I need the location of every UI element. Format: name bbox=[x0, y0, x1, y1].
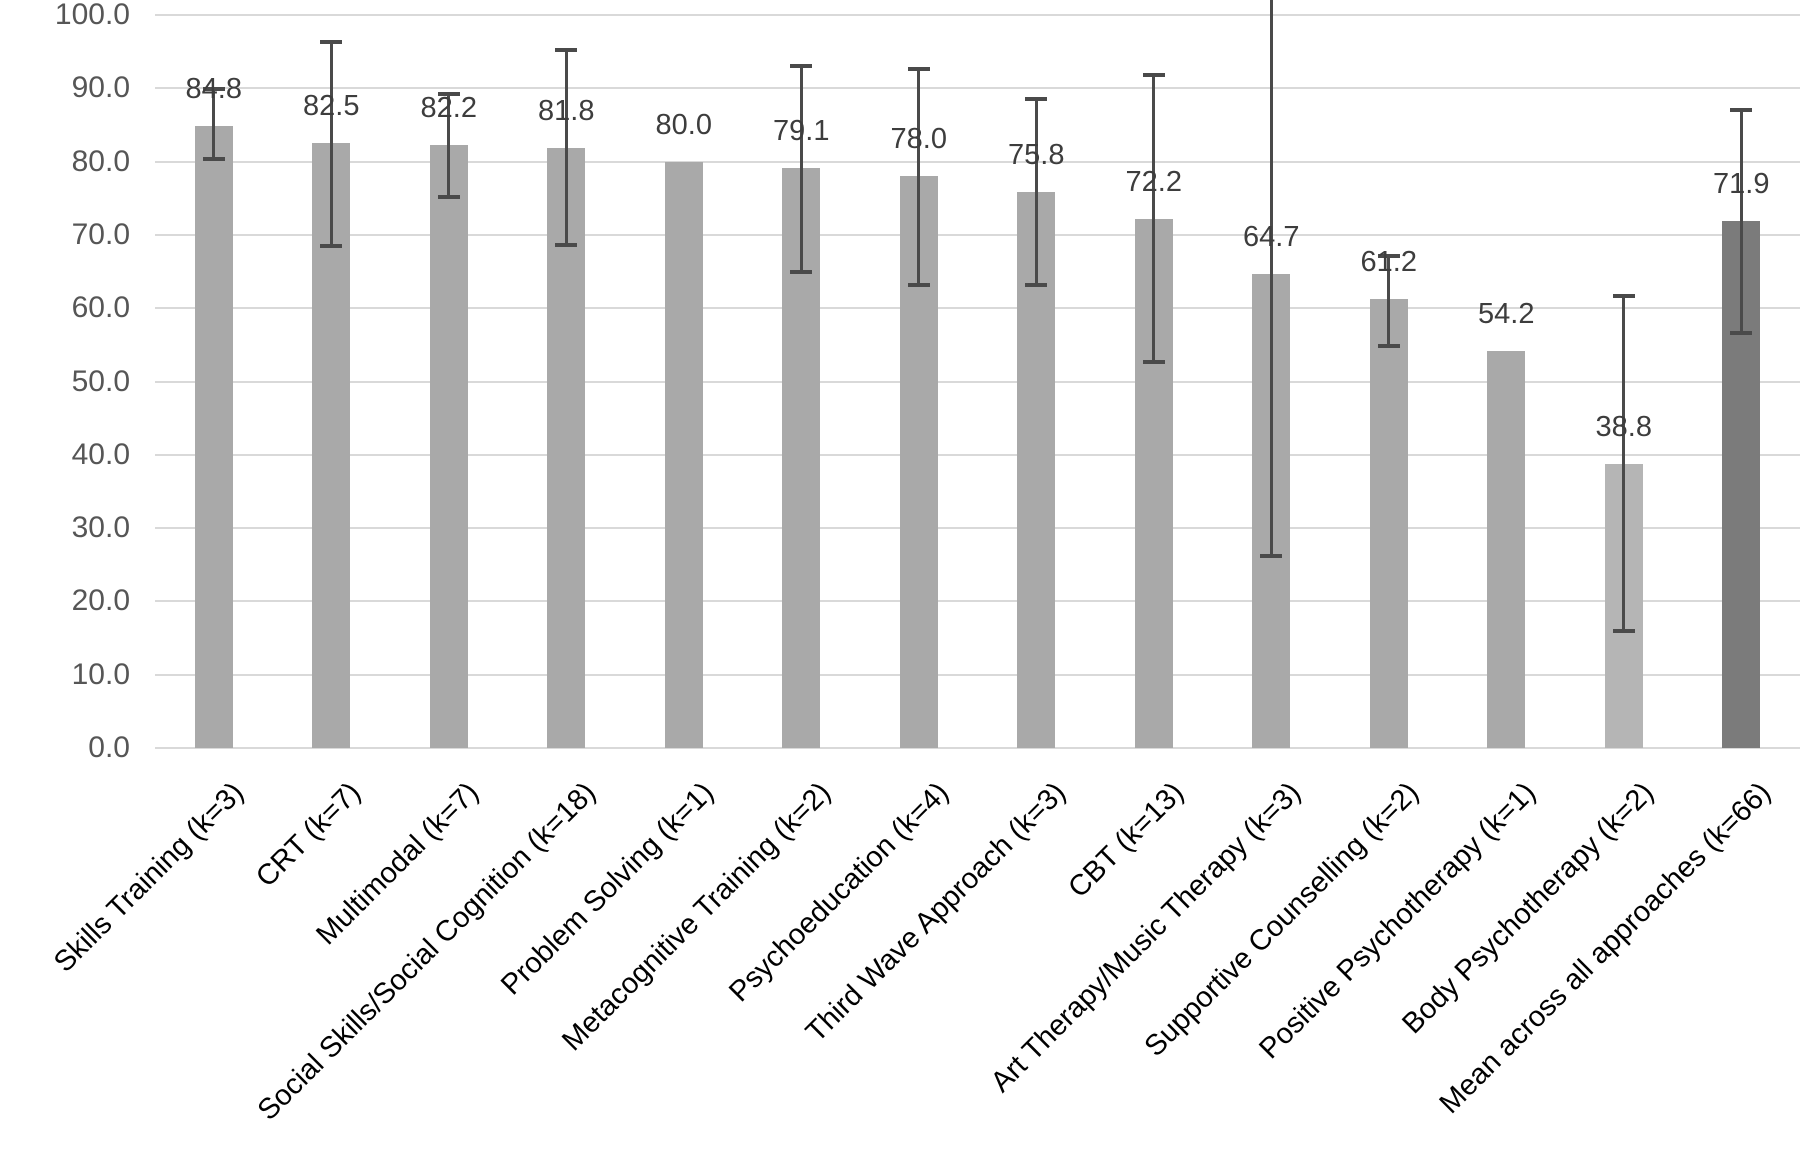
error-bar-cap-top bbox=[907, 66, 930, 71]
error-bar-cap-bottom bbox=[1260, 553, 1283, 558]
bar bbox=[1369, 299, 1408, 748]
bar-value-label: 38.8 bbox=[1595, 410, 1652, 443]
bar-value-label: 80.0 bbox=[655, 108, 712, 141]
error-bar-line bbox=[917, 67, 921, 287]
error-bar-cap-bottom bbox=[907, 283, 930, 288]
error-bar-line bbox=[1622, 295, 1626, 633]
bar bbox=[194, 126, 233, 748]
y-axis-tick-label: 40.0 bbox=[71, 437, 130, 471]
error-bar-cap-top bbox=[790, 63, 813, 68]
error-bar-cap-bottom bbox=[1142, 360, 1165, 365]
y-axis-tick-label: 20.0 bbox=[71, 584, 130, 618]
bar-value-label: 75.8 bbox=[1008, 139, 1065, 172]
y-axis-tick-label: 70.0 bbox=[71, 217, 130, 251]
y-axis-tick-label: 0.0 bbox=[88, 731, 130, 764]
gridline bbox=[155, 14, 1800, 16]
gridline bbox=[155, 600, 1800, 603]
error-bar-cap-bottom bbox=[320, 244, 343, 249]
error-bar-cap-top bbox=[202, 87, 225, 92]
bar-value-label: 61.2 bbox=[1360, 246, 1417, 279]
bar-value-label: 54.2 bbox=[1478, 297, 1535, 330]
error-bar-cap-bottom bbox=[1025, 283, 1048, 288]
bar-value-label: 72.2 bbox=[1125, 165, 1182, 198]
gridline bbox=[155, 747, 1800, 749]
y-axis-tick-label: 30.0 bbox=[71, 511, 130, 545]
y-axis-tick-label: 50.0 bbox=[71, 364, 130, 398]
gridline bbox=[155, 87, 1800, 90]
error-bar-cap-top bbox=[1142, 72, 1165, 77]
bar-value-label: 64.7 bbox=[1243, 220, 1300, 253]
error-bar-cap-bottom bbox=[790, 270, 813, 275]
error-bar-line bbox=[1387, 254, 1391, 348]
error-bar-line bbox=[799, 64, 803, 274]
y-axis-tick-label: 80.0 bbox=[71, 144, 130, 178]
error-bar-cap-bottom bbox=[437, 194, 460, 199]
error-bar-cap-bottom bbox=[1377, 344, 1400, 349]
error-bar-cap-top bbox=[1377, 253, 1400, 258]
bar-value-label: 79.1 bbox=[773, 115, 830, 148]
bar-value-label: 82.2 bbox=[420, 92, 477, 125]
error-bar-line bbox=[212, 88, 216, 161]
error-bar-cap-bottom bbox=[1612, 629, 1635, 634]
bar bbox=[664, 161, 703, 748]
y-axis-tick-label: 60.0 bbox=[71, 291, 130, 325]
gridline bbox=[155, 453, 1800, 456]
bar bbox=[429, 145, 468, 748]
gridline bbox=[155, 527, 1800, 530]
error-bar-line bbox=[1269, 0, 1273, 557]
bar-value-label: 82.5 bbox=[303, 90, 360, 123]
error-bar-line bbox=[329, 40, 333, 248]
bar bbox=[1487, 350, 1526, 748]
y-axis-tick-label: 90.0 bbox=[71, 71, 130, 105]
error-bar-line bbox=[1739, 108, 1743, 334]
gridline bbox=[155, 160, 1800, 163]
error-bar-line bbox=[564, 49, 568, 246]
gridline bbox=[155, 673, 1800, 676]
error-bar-cap-top bbox=[437, 91, 460, 96]
error-bar-cap-bottom bbox=[555, 242, 578, 247]
error-bar-line bbox=[1152, 73, 1156, 364]
gridline bbox=[155, 380, 1800, 383]
error-bar-line bbox=[1034, 97, 1038, 287]
gridline bbox=[155, 233, 1800, 236]
error-bar-cap-top bbox=[1612, 294, 1635, 298]
bar-value-label: 71.9 bbox=[1713, 167, 1770, 200]
gridline bbox=[155, 307, 1800, 310]
error-bar-cap-bottom bbox=[202, 157, 225, 162]
bar-value-label: 84.8 bbox=[185, 73, 242, 106]
bar-value-label: 81.8 bbox=[538, 95, 595, 128]
error-bar-cap-top bbox=[320, 39, 343, 44]
bar bbox=[547, 148, 586, 748]
y-axis-tick-label: 10.0 bbox=[71, 657, 130, 691]
error-bar-cap-top bbox=[555, 48, 578, 53]
error-bar-line bbox=[447, 92, 451, 198]
error-bar-cap-top bbox=[1025, 96, 1048, 101]
bar-value-label: 78.0 bbox=[890, 123, 947, 156]
error-bar-cap-top bbox=[1730, 107, 1753, 112]
error-bar-cap-bottom bbox=[1730, 330, 1753, 335]
y-axis-tick-label: 100.0 bbox=[54, 0, 130, 31]
